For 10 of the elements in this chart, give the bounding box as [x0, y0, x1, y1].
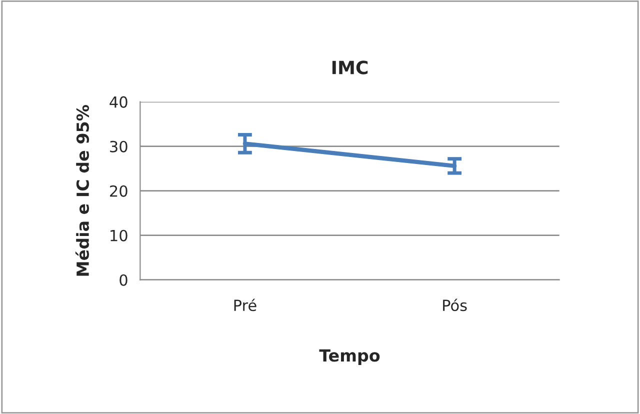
x-tick-label: Pré	[234, 298, 256, 312]
chart-title: IMC	[332, 60, 368, 74]
y-tick-label: 30	[110, 140, 128, 152]
x-axis-title: Tempo	[319, 349, 380, 365]
y-tick-label: 0	[120, 274, 128, 286]
y-tick-label: 20	[110, 185, 128, 197]
y-tick-label: 40	[110, 96, 128, 108]
y-axis-title: Média e IC de 95%	[75, 104, 90, 276]
x-tick-label: Pós	[443, 298, 467, 312]
y-tick-label: 10	[110, 230, 128, 242]
